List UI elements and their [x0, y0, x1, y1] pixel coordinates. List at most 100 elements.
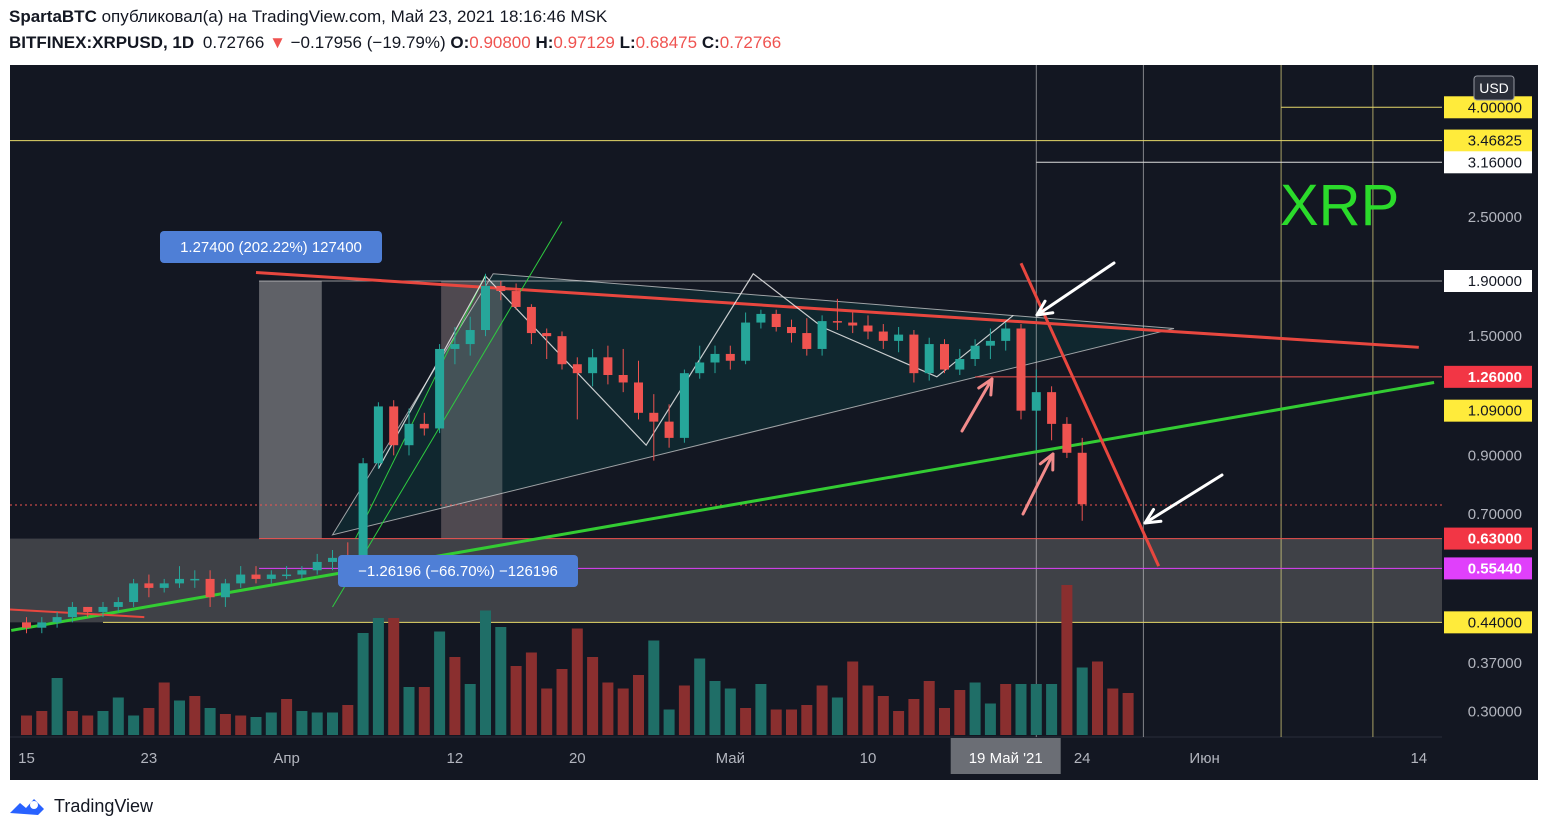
price-chart[interactable]: XRP 1.27400 (202.22%) 127400 −1.26196 (−66… [9, 65, 1538, 780]
candle-body [435, 348, 445, 429]
volume-bar [648, 640, 660, 735]
last-price: 0.72766 [202, 33, 265, 52]
price-label-text: 4.00000 [1468, 99, 1522, 116]
candle-body [404, 423, 414, 446]
volume-bar [831, 697, 843, 735]
candle-body [542, 333, 552, 337]
support-trendline [10, 380, 1435, 632]
author-name[interactable]: SpartaBTC [9, 7, 97, 26]
y-tick-label: 0.30000 [1468, 704, 1522, 721]
volume-bar [617, 688, 629, 735]
volume-bar [877, 696, 889, 735]
candle-body [940, 344, 949, 370]
x-tick-label: 19 Май '21 [969, 750, 1043, 767]
chart-panel[interactable]: XRP 1.27400 (202.22%) 127400 −1.26196 (−66… [9, 65, 1538, 780]
candle-body [526, 306, 536, 334]
price-label-badge [1444, 365, 1532, 388]
tradingview-logo-icon [10, 799, 44, 815]
x-tick-label: 23 [141, 750, 158, 767]
volume-bar [128, 715, 140, 735]
price-label-text: 1.90000 [1468, 273, 1522, 290]
volume-bar [143, 708, 155, 735]
candle-body [679, 373, 689, 438]
volume-bar [939, 708, 950, 735]
volume-bar [678, 685, 690, 735]
candle-body [1031, 392, 1041, 411]
volume-bar [1092, 661, 1103, 735]
price-label-text: 0.63000 [1468, 531, 1522, 548]
y-tick-label: 1.50000 [1468, 328, 1522, 345]
volume-bar [296, 711, 308, 735]
close-value: 0.72766 [719, 33, 782, 52]
candle-body [787, 327, 796, 334]
candle-body [190, 578, 200, 581]
candle-body [970, 345, 980, 360]
volume-bar [709, 681, 721, 735]
volume-bar [327, 712, 338, 735]
candle-body [52, 617, 62, 623]
currency-label-box [1473, 75, 1515, 101]
arrow-icon [1143, 507, 1163, 525]
volume-bar [464, 684, 476, 735]
volume-bar [1061, 585, 1073, 735]
volume-bar [219, 714, 231, 735]
candle-body [985, 340, 995, 346]
arrow-icon [1035, 299, 1055, 317]
candle-body [37, 622, 47, 628]
published-text: опубликовал(а) на TradingView.com, Май 2… [101, 7, 608, 26]
volume-bar [541, 688, 553, 735]
volume-bar [495, 627, 507, 735]
candle-body [557, 336, 567, 365]
volume-bar [954, 690, 966, 735]
volume-bar [235, 715, 247, 735]
price-label-badge [1444, 611, 1532, 634]
volume-bar [281, 699, 293, 735]
price-label-badge [1444, 151, 1532, 174]
currency-label-text: USD [1479, 80, 1509, 96]
candle-body [832, 321, 842, 323]
y-tick-label: 2.50000 [1468, 209, 1522, 226]
x-tick-label: Апр [273, 750, 299, 767]
candle-body [1001, 328, 1011, 341]
y-tick-label: 0.70000 [1468, 506, 1522, 523]
candle-body [496, 285, 506, 292]
arrow-icon [960, 377, 994, 433]
volume-bar [1107, 688, 1119, 735]
candle-body [282, 574, 292, 577]
volume-bar [908, 699, 920, 735]
candle-body [955, 359, 965, 370]
volume-bar [740, 708, 752, 735]
volume-bar [403, 687, 415, 735]
low-label: L: [619, 33, 636, 52]
volume-bar [158, 682, 170, 735]
change-arrow-icon: ▼ [269, 33, 286, 52]
volume-bar [204, 708, 216, 735]
open-value: 0.90800 [469, 33, 531, 52]
ohlc-line: BITFINEX:XRPUSD, 1D 0.72766 ▼ −0.17956 (… [9, 33, 781, 53]
candle-body [603, 357, 613, 375]
candle-body [328, 557, 337, 562]
volume-bar [21, 715, 32, 735]
volume-bar [663, 709, 675, 735]
candle-body [1047, 392, 1057, 424]
y-tick-label: 0.90000 [1468, 447, 1522, 464]
volume-bar [770, 709, 782, 735]
crosshair-date-box [950, 738, 1061, 774]
volume-bar [816, 685, 828, 735]
candle-body [358, 463, 368, 562]
volume-bar [1030, 684, 1042, 735]
arrow-icon [1021, 452, 1055, 516]
candle-body [863, 325, 873, 332]
arrow-icon [1143, 473, 1224, 525]
candle-body [572, 364, 582, 374]
support-zone [10, 538, 1442, 623]
candle-body [83, 606, 93, 612]
volume-bar [372, 618, 384, 735]
candle-body [67, 606, 77, 618]
volume-bar [66, 711, 78, 735]
measure-label-text: −1.26196 (−66.70%) −126196 [358, 563, 558, 580]
candle-body [312, 561, 322, 571]
x-tick-label: 24 [1074, 750, 1091, 767]
volume-bar [862, 685, 874, 735]
steep-trendline [355, 274, 486, 539]
